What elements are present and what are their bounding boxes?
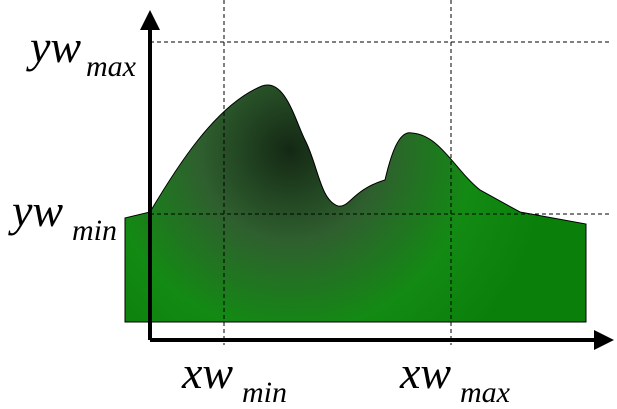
label-sub: min: [242, 376, 287, 409]
label-main: yw: [26, 21, 81, 72]
label-sub: max: [460, 376, 511, 409]
label-sub: max: [86, 50, 137, 83]
label-sub: min: [72, 214, 117, 247]
terrain-shape: [124, 84, 587, 323]
window-bounds: [150, 0, 612, 345]
label-main: xw: [399, 347, 451, 398]
label-main: xw: [181, 347, 233, 398]
label-main: yw: [8, 185, 63, 236]
